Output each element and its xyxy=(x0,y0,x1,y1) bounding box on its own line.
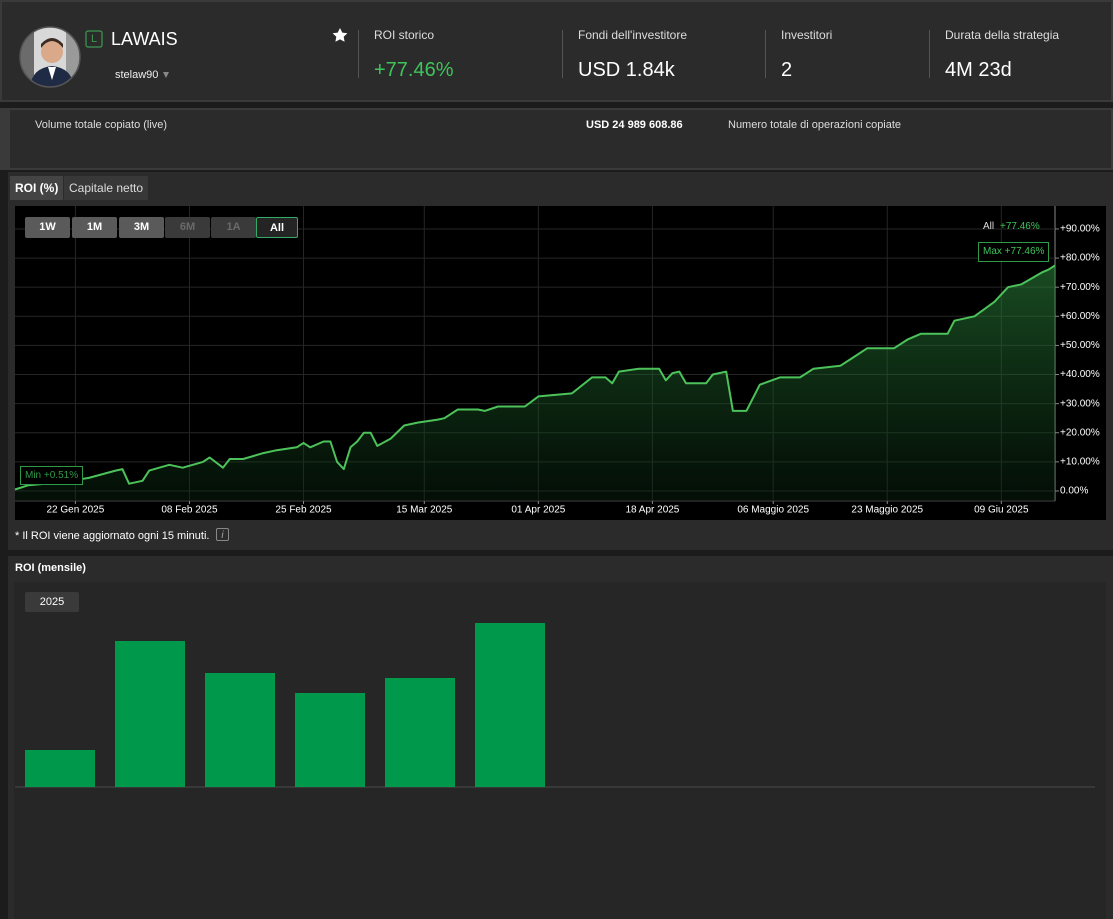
y-tick-label: +30.00% xyxy=(1060,398,1100,409)
bar xyxy=(475,623,545,787)
username[interactable]: stelaw90 xyxy=(115,69,159,81)
min-label: Min +0.51% xyxy=(20,466,84,485)
y-tick-label: +90.00% xyxy=(1060,224,1100,235)
header-panel xyxy=(0,0,1113,102)
monthly-title: ROI (mensile) xyxy=(15,562,86,574)
range-button[interactable]: 1M xyxy=(72,217,117,238)
trader-name: LAWAIS xyxy=(111,29,178,49)
stat-label: Durata della strategia xyxy=(945,28,1060,42)
x-tick-label: 22 Gen 2025 xyxy=(46,505,104,516)
range-label: All xyxy=(983,221,995,232)
range-button[interactable]: 3M xyxy=(119,217,164,238)
bar xyxy=(385,678,455,787)
separator xyxy=(562,30,563,78)
monthly-chart-bg xyxy=(14,582,1106,919)
y-tick-label: +50.00% xyxy=(1060,340,1100,351)
stat-label: Investitori xyxy=(781,28,833,42)
line xyxy=(14,264,1056,491)
bar xyxy=(205,673,275,787)
max-label: Max +77.46% xyxy=(978,242,1050,262)
bar xyxy=(295,693,365,787)
summary-label: Numero totale di operazioni copiate xyxy=(728,119,902,131)
bar xyxy=(25,750,95,787)
range-button[interactable]: All xyxy=(256,217,298,238)
y-tick-label: +10.00% xyxy=(1060,457,1100,468)
stat-value: 4M 23d xyxy=(945,59,1012,81)
year-button[interactable]: 2025 xyxy=(25,592,79,612)
x-tick-label: 25 Feb 2025 xyxy=(275,505,332,516)
x-tick-label: 18 Apr 2025 xyxy=(625,505,679,516)
info-icon[interactable]: i xyxy=(216,528,229,541)
separator xyxy=(929,30,930,78)
summary-panel xyxy=(0,108,1113,170)
separator xyxy=(765,30,766,78)
x-tick-label: 01 Apr 2025 xyxy=(511,505,565,516)
y-tick-label: +80.00% xyxy=(1060,253,1100,264)
roi-note: * Il ROI viene aggiornato ogni 15 minuti… xyxy=(15,530,210,542)
range-value: +77.46% xyxy=(1000,221,1040,232)
x-tick-label: 08 Feb 2025 xyxy=(161,505,218,516)
separator xyxy=(358,30,359,78)
x-tick-label: 15 Mar 2025 xyxy=(396,505,453,516)
stat-label: Fondi dell'investitore xyxy=(578,28,688,42)
bar xyxy=(115,641,185,787)
y-tick-label: +40.00% xyxy=(1060,369,1100,380)
stat-value: USD 1.84k xyxy=(578,59,675,81)
range-button[interactable]: 1W xyxy=(25,217,70,238)
tab[interactable]: ROI (%) xyxy=(10,176,64,200)
range-button: 1A xyxy=(211,217,256,238)
stat-label: ROI storico xyxy=(374,28,435,42)
stat-value: 2 xyxy=(781,59,793,81)
summary-label: Volume totale copiato (live) xyxy=(35,119,168,131)
tab[interactable]: Capitale netto xyxy=(64,176,149,200)
x-tick-label: 06 Maggio 2025 xyxy=(737,505,809,516)
badge: L xyxy=(90,33,98,45)
y-tick-label: +60.00% xyxy=(1060,311,1100,322)
y-tick-label: +20.00% xyxy=(1060,427,1100,438)
x-tick-label: 09 Giu 2025 xyxy=(974,505,1029,516)
summary-value: USD 24 989 608.86 xyxy=(586,119,683,131)
area xyxy=(15,265,1055,500)
y-tick-label: +70.00% xyxy=(1060,282,1100,293)
range-button: 6M xyxy=(165,217,210,238)
x-tick-label: 23 Maggio 2025 xyxy=(851,505,923,516)
stat-value: +77.46% xyxy=(374,59,454,81)
y-tick-label: 0.00% xyxy=(1060,486,1088,497)
